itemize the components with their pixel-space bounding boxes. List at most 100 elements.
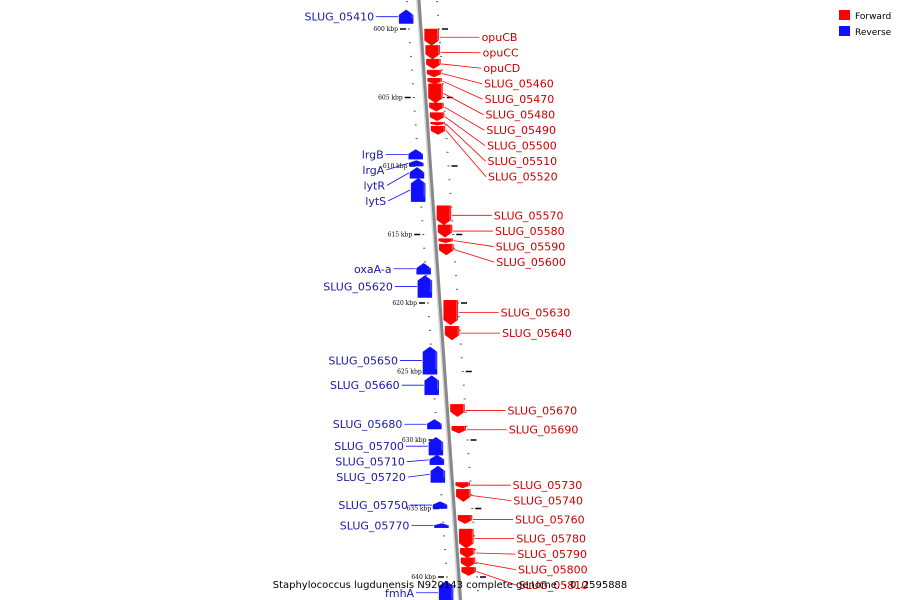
leader-line-slug_05810 [476,571,517,586]
leader-line-lrga [386,162,409,171]
gene-label-slug_05810: SLUG_05810 [519,579,589,592]
gene-arrow-slug_05670 [450,404,465,418]
leader-line-slug_05480 [443,93,484,116]
gene-arrow-slug_05700 [428,436,444,456]
leader-line-slug_05490 [444,106,485,131]
gene-arrow-slug_05800 [460,557,476,568]
gene-arrow-slug_05580 [437,224,453,238]
gene-label-slug_05490: SLUG_05490 [486,124,556,137]
legend-label-forward: Forward [855,12,891,22]
gene-arrow-slug_05570 [436,205,452,226]
gene-label-slug_05720: SLUG_05720 [336,471,406,484]
gene-label-slug_05620: SLUG_05620 [323,281,393,294]
gene-label-lrgb: lrgB [362,148,384,161]
gene-layer [398,9,476,600]
leader-line-slug_05720 [407,473,430,478]
legend: Forward Reverse [839,10,892,38]
gene-arrow-slug_05520 [430,126,446,135]
gene-label-lyts: lytS [365,195,386,208]
leader-line-opucd [441,63,482,69]
gene-arrow-lrga [409,160,424,167]
gene-arrow-slug_05600 [439,243,454,256]
gene-arrow-slug_05470 [427,78,442,85]
gene-arrow-slug_05590 [438,238,453,243]
leader-line-slug_05790 [475,552,516,555]
backbone-line [417,0,463,600]
leader-line-slug_05510 [445,123,486,162]
gene-arrow-lytr [409,167,425,179]
tick-label: 600 kbp [373,26,398,33]
genome-caption: Staphylococcus lugdunensis N920143 compl… [273,580,628,591]
gene-label-slug_05510: SLUG_05510 [488,155,558,168]
gene-arrow-slug_05480 [428,83,443,104]
gene-label-slug_05600: SLUG_05600 [496,256,566,269]
leader-line-slug_05460 [441,73,483,85]
leader-line-slug_05500 [444,116,486,147]
gene-arrow-lrgb [408,149,423,160]
gene-arrow-slug_05630 [443,300,458,326]
leader-line-lytr [386,172,410,186]
tick-label: 605 kbp [378,95,403,102]
gene-arrow-oxaa-a [416,262,431,275]
gene-arrow-slug_05690 [451,426,467,434]
gene-label-slug_05680: SLUG_05680 [333,418,403,431]
gene-label-slug_05770: SLUG_05770 [340,520,410,533]
legend-label-reverse: Reverse [855,28,892,38]
gene-arrow-slug_05510 [430,121,445,126]
gene-arrow-slug_05620 [417,275,433,298]
tick-label: 635 kbp [407,506,432,513]
tick-label: 620 kbp [392,300,417,307]
gene-label-slug_05500: SLUG_05500 [487,140,557,153]
gene-label-opucb: opuCB [482,31,518,44]
leader-line-slug_05600 [454,249,495,263]
gene-arrow-slug_05810 [461,567,476,576]
gene-label-slug_05470: SLUG_05470 [485,93,555,106]
gene-label-slug_05800: SLUG_05800 [518,564,588,577]
gene-label-slug_05780: SLUG_05780 [516,533,586,546]
gene-arrow-opucb [424,28,439,46]
leader-line-slug_05800 [475,562,517,571]
tick-label: 610 kbp [383,163,408,170]
gene-arrow-slug_05740 [456,489,471,502]
gene-label-fmha: fmhA [385,587,415,600]
gene-arrow-slug_05660 [424,375,439,396]
genome-backbone [415,0,463,600]
tick-label: 630 kbp [402,437,427,444]
gene-label-slug_05460: SLUG_05460 [484,78,554,91]
backbone-shadow [415,0,460,600]
gene-label-slug_05730: SLUG_05730 [513,479,583,492]
gene-arrow-slug_05500 [429,112,445,122]
gene-arrow-lyts [410,178,426,202]
gene-arrow-opucc [425,45,440,60]
gene-label-slug_05670: SLUG_05670 [507,405,577,418]
gene-label-slug_05690: SLUG_05690 [509,424,579,437]
gene-label-slug_05750: SLUG_05750 [338,499,408,512]
gene-arrow-slug_05780 [459,528,474,549]
gene-label-slug_05480: SLUG_05480 [485,109,555,122]
gene-label-lytr: lytR [363,179,385,192]
gene-arrow-slug_05710 [429,454,445,465]
gene-label-opucd: opuCD [483,62,520,75]
gene-label-slug_05640: SLUG_05640 [502,327,572,340]
leader-line-slug_05710 [406,459,429,463]
leader-line-slug_05740 [471,495,512,502]
gene-arrow-slug_05650 [422,346,438,375]
gene-label-slug_05570: SLUG_05570 [494,209,564,222]
gene-label-oxaa-a: oxaA-a [354,263,392,276]
gene-arrow-slug_05750 [432,501,448,509]
tick-label: 615 kbp [388,232,413,239]
gene-arrow-slug_05640 [444,326,460,341]
gene-label-slug_05590: SLUG_05590 [496,241,566,254]
tick-label: 640 kbp [411,574,436,581]
gene-arrow-slug_05790 [460,547,475,559]
gene-arrow-opucd [426,58,441,70]
gene-label-slug_05650: SLUG_05650 [328,355,398,368]
gene-label-slug_05740: SLUG_05740 [513,495,583,508]
gene-arrow-slug_05770 [434,523,449,528]
gene-arrow-slug_05720 [430,465,446,483]
gene-label-slug_05630: SLUG_05630 [501,307,571,320]
leader-line-slug_05470 [442,80,483,100]
leader-line-slug_05520 [445,130,487,177]
gene-arrow-slug_05410 [398,9,414,24]
gene-arrow-slug_05730 [455,482,470,489]
